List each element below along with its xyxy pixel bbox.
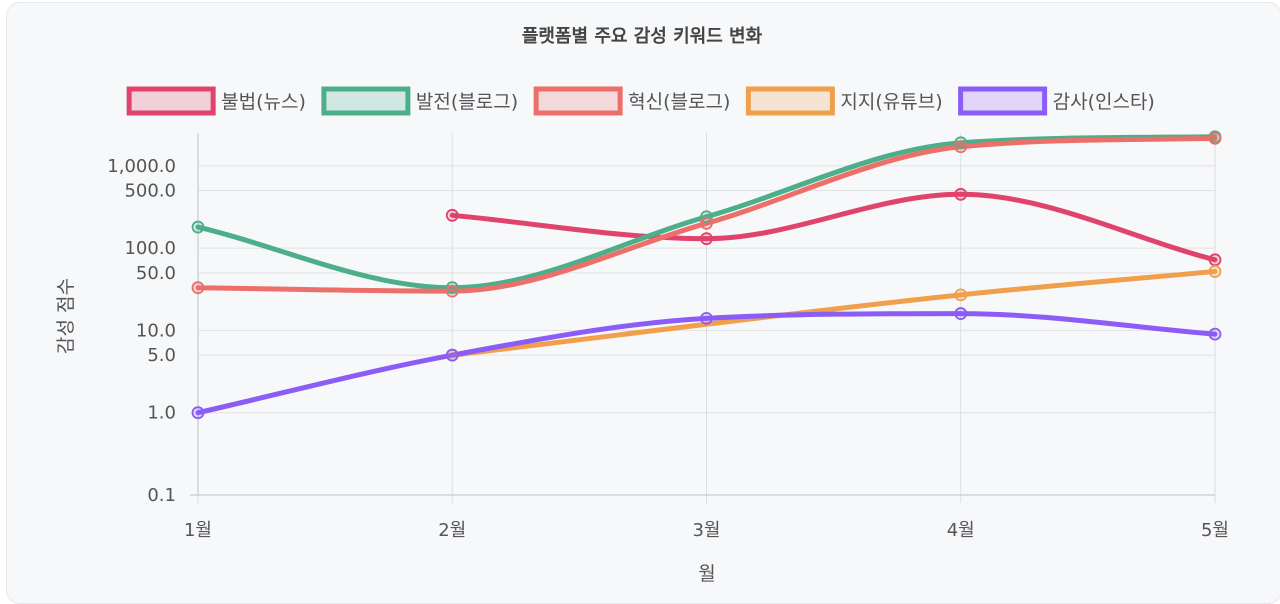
legend-label: 혁신(블로그)	[628, 91, 730, 113]
legend-label: 지지(유튜브)	[840, 91, 942, 113]
data-point[interactable]	[191, 281, 205, 295]
data-point[interactable]	[1208, 265, 1222, 278]
legend-item[interactable]: 혁신(블로그)	[533, 86, 730, 116]
series-lines	[195, 134, 1218, 416]
y-tick-label: 50.0	[136, 263, 176, 284]
data-point[interactable]	[1208, 327, 1222, 341]
y-tick-label: 0.1	[147, 485, 176, 506]
series-line	[195, 135, 1218, 294]
x-tick-label: 2월	[438, 520, 466, 541]
legend-item[interactable]: 지지(유튜브)	[745, 86, 943, 116]
y-tick-label: 1.0	[147, 403, 176, 424]
data-point[interactable]	[954, 187, 968, 201]
y-tick-label: 100.0	[124, 238, 176, 259]
legend-swatch	[958, 86, 1048, 116]
x-axis-title: 월	[698, 563, 715, 585]
x-tick-label: 5월	[1201, 520, 1229, 541]
legend-label: 감사(인스타)	[1053, 91, 1155, 113]
data-point[interactable]	[954, 307, 968, 320]
legend-label: 발전(블로그)	[416, 91, 518, 113]
data-point[interactable]	[700, 311, 713, 325]
y-tick-label: 5.0	[147, 345, 176, 366]
legend-swatch	[321, 86, 411, 116]
y-tick-label: 1,000.0	[107, 156, 176, 177]
line-chart: 플랫폼별 주요 감성 키워드 변화 불법(뉴스) 발전(블로그) 혁신(블로그) 지지…	[55, 25, 1229, 585]
legend-item[interactable]: 감사(인스타)	[958, 86, 1155, 116]
data-point[interactable]	[1208, 253, 1222, 267]
legend-swatch	[745, 86, 835, 116]
data-point[interactable]	[700, 232, 713, 246]
y-axis-title: 감성 점수	[55, 278, 77, 354]
data-point[interactable]	[191, 406, 205, 420]
y-tick-label: 500.0	[124, 181, 176, 202]
data-point[interactable]	[445, 284, 459, 298]
series-line	[449, 191, 1218, 263]
legend-swatch	[533, 86, 623, 116]
data-point[interactable]	[700, 216, 713, 230]
series-line	[195, 134, 1218, 291]
y-tick-label: 10.0	[136, 320, 176, 341]
x-tick-label: 3월	[692, 520, 720, 541]
y-axis-ticks: 1,000.0 500.0 100.0 50.0 10.0 5.0 1.0 0.1	[107, 156, 176, 506]
x-tick-label: 4월	[947, 520, 975, 541]
x-tick-label: 1월	[184, 520, 212, 541]
data-point[interactable]	[445, 208, 459, 222]
x-axis-ticks: 1월 2월 3월 4월 5월	[184, 520, 1229, 541]
data-point[interactable]	[191, 220, 205, 234]
legend: 불법(뉴스) 발전(블로그) 혁신(블로그) 지지(유튜브) 감사(인스타)	[126, 86, 1155, 116]
legend-swatch	[126, 86, 216, 116]
series-points	[191, 130, 1222, 420]
chart-title: 플랫폼별 주요 감성 키워드 변화	[522, 25, 763, 47]
data-point[interactable]	[445, 348, 459, 362]
legend-label: 불법(뉴스)	[221, 91, 306, 113]
grid	[190, 133, 1216, 503]
chart-panel	[6, 2, 1280, 604]
data-point[interactable]	[954, 136, 968, 150]
legend-item[interactable]: 발전(블로그)	[321, 86, 518, 116]
data-point[interactable]	[954, 288, 968, 302]
series-line	[449, 268, 1218, 358]
series-line	[195, 311, 1218, 416]
legend-item[interactable]: 불법(뉴스)	[126, 86, 306, 116]
data-point[interactable]	[954, 140, 968, 154]
data-point[interactable]	[445, 281, 459, 295]
data-point[interactable]	[1208, 131, 1222, 145]
